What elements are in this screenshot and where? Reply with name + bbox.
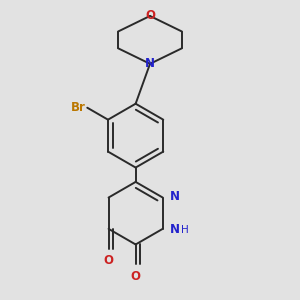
- Text: O: O: [103, 254, 114, 267]
- Text: O: O: [130, 270, 141, 283]
- Text: N: N: [170, 223, 180, 236]
- Text: Br: Br: [71, 101, 86, 114]
- Text: H: H: [181, 225, 189, 235]
- Text: N: N: [145, 57, 155, 70]
- Text: N: N: [170, 190, 180, 203]
- Text: O: O: [145, 10, 155, 22]
